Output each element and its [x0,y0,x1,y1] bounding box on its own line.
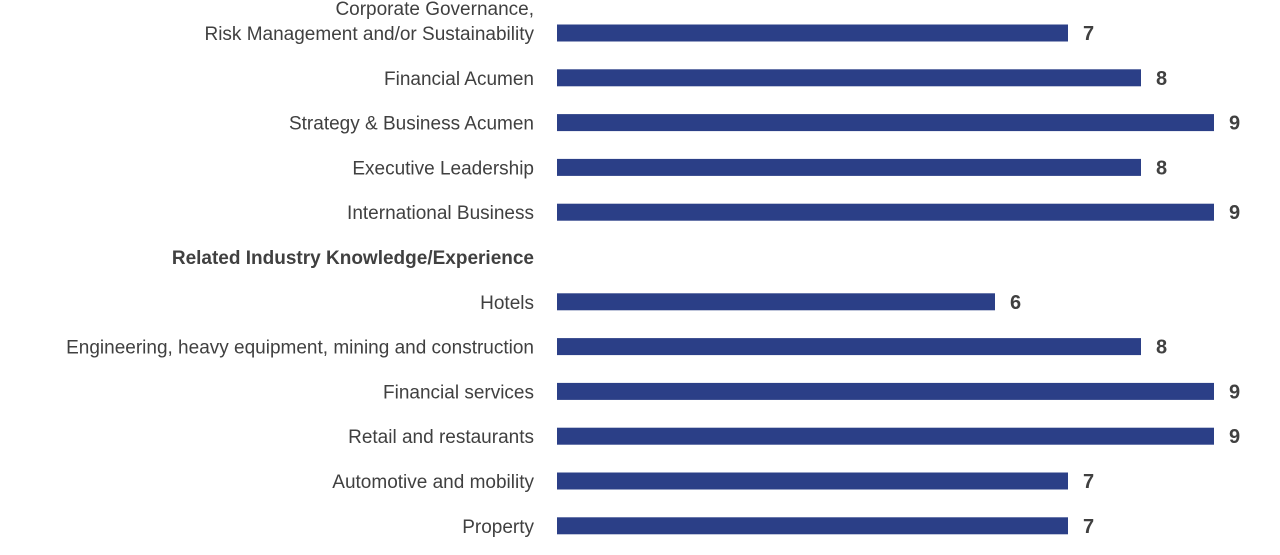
category-label: Engineering, heavy equipment, mining and… [66,338,534,359]
data-label: 7 [1083,23,1094,45]
data-label: 7 [1083,516,1094,538]
data-label: 9 [1229,202,1240,224]
bar [557,517,1068,535]
data-label: 8 [1156,68,1167,90]
data-label: 8 [1156,157,1167,179]
data-label: 8 [1156,337,1167,359]
category-label: Hotels [480,293,534,314]
bar [557,24,1068,42]
category-label: Financial Acumen [384,69,534,90]
category-label: Strategy & Business Acumen [289,114,534,135]
bar [557,427,1214,445]
bar [557,203,1214,221]
bar [557,382,1214,400]
data-label: 6 [1010,292,1021,314]
category-label: Financial services [383,382,534,403]
category-label: Retail and restaurants [348,427,534,448]
category-label: Corporate Governance, Risk Management and… [204,0,534,45]
bar [557,114,1214,132]
data-label: 9 [1229,426,1240,448]
bar [557,472,1068,490]
bar [557,338,1141,356]
category-label: International Business [347,203,534,224]
bar [557,158,1141,176]
section-heading: Related Industry Knowledge/Experience [172,248,534,269]
category-label: Automotive and mobility [332,472,534,493]
data-label: 9 [1229,113,1240,135]
data-label: 7 [1083,471,1094,493]
bar [557,69,1141,87]
data-label: 9 [1229,381,1240,403]
bar [557,293,995,311]
category-label: Executive Leadership [352,158,534,179]
category-label: Property [462,517,534,538]
